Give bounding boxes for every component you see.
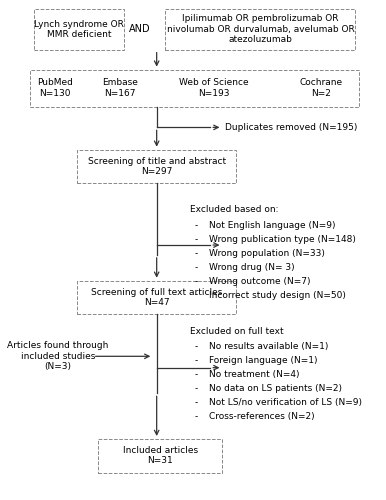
- Text: Duplicates removed (N=195): Duplicates removed (N=195): [225, 123, 357, 132]
- Text: -: -: [195, 276, 198, 285]
- Text: -: -: [195, 356, 198, 366]
- Text: PubMed
N=130: PubMed N=130: [37, 78, 73, 98]
- Text: -: -: [195, 412, 198, 420]
- Text: Wrong drug (N= 3): Wrong drug (N= 3): [208, 263, 294, 272]
- Text: -: -: [195, 263, 198, 272]
- FancyBboxPatch shape: [98, 439, 222, 472]
- Text: Excluded based on:: Excluded based on:: [190, 206, 278, 214]
- Text: Articles found through
included studies
(N=3): Articles found through included studies …: [7, 342, 109, 371]
- Text: Not English language (N=9): Not English language (N=9): [208, 222, 335, 230]
- Text: No results available (N=1): No results available (N=1): [208, 342, 328, 351]
- FancyBboxPatch shape: [77, 280, 236, 314]
- Text: -: -: [195, 290, 198, 300]
- Text: Web of Science
N=193: Web of Science N=193: [179, 78, 249, 98]
- Text: Cross-references (N=2): Cross-references (N=2): [208, 412, 314, 420]
- Text: -: -: [195, 384, 198, 393]
- Text: Foreign language (N=1): Foreign language (N=1): [208, 356, 317, 366]
- FancyBboxPatch shape: [165, 8, 356, 50]
- Text: Ipilimumab OR pembrolizumab OR
nivolumab OR durvalumab, avelumab OR
atezoluzumab: Ipilimumab OR pembrolizumab OR nivolumab…: [166, 14, 354, 44]
- FancyBboxPatch shape: [34, 8, 124, 50]
- Text: AND: AND: [129, 24, 150, 34]
- Text: Cochrane
N=2: Cochrane N=2: [300, 78, 342, 98]
- Text: Wrong publication type (N=148): Wrong publication type (N=148): [208, 235, 356, 244]
- Text: -: -: [195, 222, 198, 230]
- Text: No data on LS patients (N=2): No data on LS patients (N=2): [208, 384, 342, 393]
- FancyBboxPatch shape: [30, 70, 359, 106]
- Text: -: -: [195, 370, 198, 379]
- Text: Wrong population (N=33): Wrong population (N=33): [208, 249, 324, 258]
- Text: Excluded on full text: Excluded on full text: [190, 326, 283, 336]
- Text: -: -: [195, 342, 198, 351]
- Text: -: -: [195, 235, 198, 244]
- Text: Incorrect study design (N=50): Incorrect study design (N=50): [208, 290, 345, 300]
- Text: Not LS/no verification of LS (N=9): Not LS/no verification of LS (N=9): [208, 398, 362, 407]
- Text: No treatment (N=4): No treatment (N=4): [208, 370, 299, 379]
- Text: Screening of title and abstract
N=297: Screening of title and abstract N=297: [88, 156, 226, 176]
- Text: Included articles
N=31: Included articles N=31: [123, 446, 198, 466]
- Text: -: -: [195, 249, 198, 258]
- Text: Wrong outcome (N=7): Wrong outcome (N=7): [208, 276, 310, 285]
- FancyBboxPatch shape: [77, 150, 236, 183]
- Text: Lynch syndrome OR
MMR deficient: Lynch syndrome OR MMR deficient: [34, 20, 124, 39]
- Text: -: -: [195, 398, 198, 407]
- Text: Embase
N=167: Embase N=167: [102, 78, 138, 98]
- Text: Screening of full text articles
N=47: Screening of full text articles N=47: [91, 288, 222, 307]
